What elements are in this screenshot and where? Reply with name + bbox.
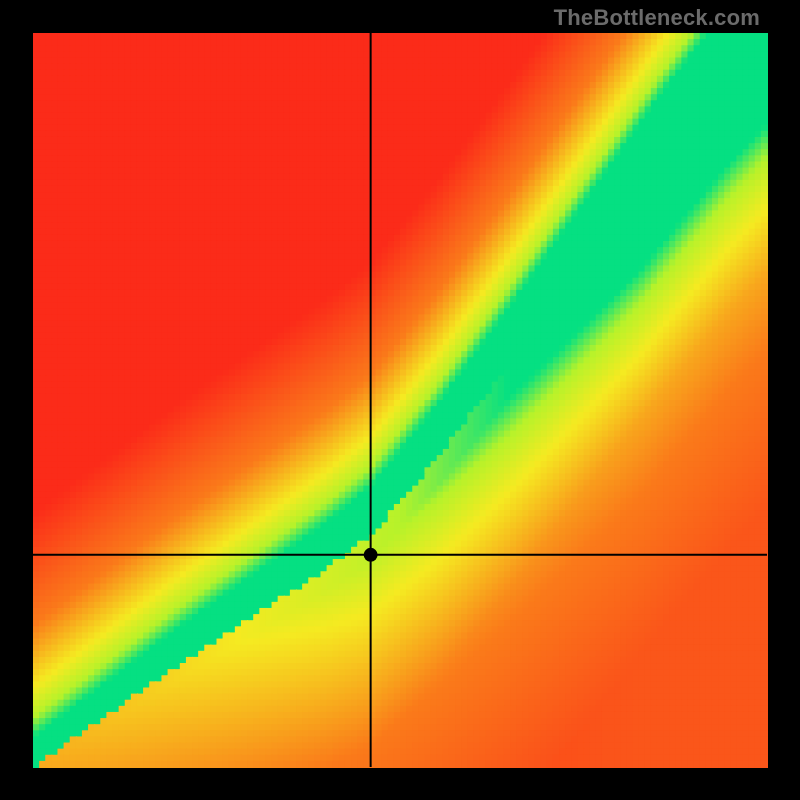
watermark-text: TheBottleneck.com — [554, 5, 760, 31]
bottleneck-heatmap — [0, 0, 800, 800]
